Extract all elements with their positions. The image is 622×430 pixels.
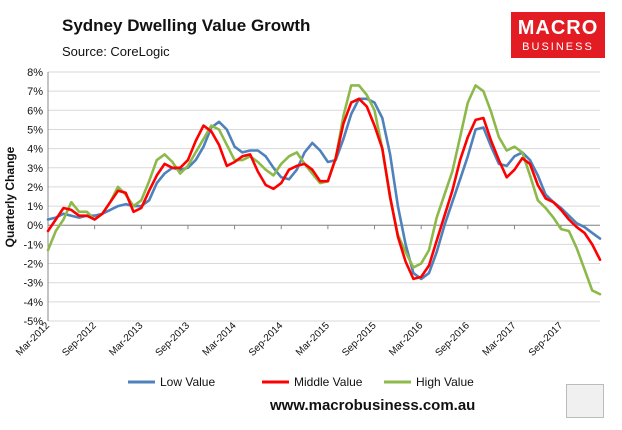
y-tick-label: 2% [27, 182, 43, 194]
x-tick-label: Sep-2016 [434, 320, 473, 359]
macrobusiness-logo: MACRO BUSINESS [511, 12, 605, 58]
x-tick-label: Mar-2015 [294, 320, 332, 358]
x-tick-label: Sep-2015 [340, 320, 379, 359]
y-tick-label: 1% [27, 201, 43, 213]
logo-line2: BUSINESS [522, 41, 594, 53]
x-tick-label: Sep-2012 [60, 320, 99, 359]
x-tick-label: Mar-2014 [201, 320, 239, 358]
series-lines [46, 84, 602, 296]
gridlines [47, 71, 600, 322]
series-line-high-value [46, 84, 602, 296]
y-axis-label: Quarterly Change [3, 146, 17, 247]
legend-label: Low Value [160, 375, 215, 389]
y-tick-label: 3% [27, 163, 43, 175]
legend: Low Value Middle Value High Value [128, 375, 474, 389]
x-axis-ticks: Mar-2012 Sep-2012 Mar-2013 Sep-2013 Mar-2014… [14, 225, 566, 359]
series-line-low-value [46, 97, 602, 281]
x-tick-label: Mar-2013 [107, 320, 145, 358]
y-tick-label: 6% [27, 105, 43, 117]
website-url: www.macrobusiness.com.au [270, 397, 476, 414]
chart-source: Source: CoreLogic [62, 44, 170, 59]
x-tick-label: Mar-2016 [387, 320, 425, 358]
y-tick-label: -1% [23, 239, 43, 251]
y-tick-label: 0% [27, 220, 43, 232]
y-tick-label: -5% [23, 316, 43, 328]
y-tick-label: 8% [27, 67, 43, 79]
y-tick-label: 7% [27, 86, 43, 98]
x-tick-label: Sep-2013 [154, 320, 193, 359]
legend-label: Middle Value [294, 375, 363, 389]
y-axis-ticks: 8% 7% 6% 5% 4% 3% 2% 1% 0% -1% -2% -3% -4% -5% [23, 67, 43, 328]
y-tick-label: 5% [27, 124, 43, 136]
x-tick-label: Mar-2017 [481, 320, 519, 358]
y-tick-label: -4% [23, 297, 43, 309]
legend-label: High Value [416, 375, 474, 389]
y-tick-label: -3% [23, 278, 43, 290]
y-tick-label: -2% [23, 259, 43, 271]
series-line-middle-value [46, 97, 602, 281]
x-tick-label: Sep-2014 [247, 320, 286, 359]
wolf-logo-icon [566, 384, 604, 418]
y-tick-label: 4% [27, 144, 43, 156]
x-tick-label: Sep-2017 [527, 320, 566, 359]
logo-line1: MACRO [517, 17, 599, 39]
chart-title: Sydney Dwelling Value Growth [62, 16, 311, 35]
